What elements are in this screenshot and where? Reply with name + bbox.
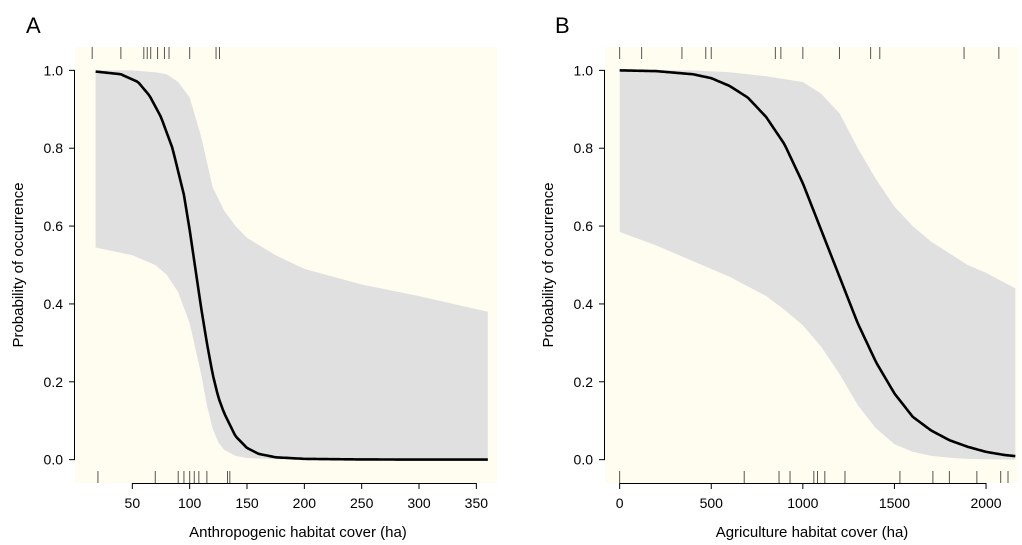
panel-b-y-tick-label: 0.4	[574, 296, 594, 312]
panel-a-y-tick-label: 0.8	[44, 140, 64, 156]
panel-b-probability-curve	[619, 69, 1016, 458]
panel-a-y-tick-label: 0.0	[44, 452, 64, 468]
panel-a-x-axis-label: Anthropogenic habitat cover (ha)	[189, 524, 407, 541]
panel-b-x-tick-label: 2000	[970, 495, 1001, 511]
panel-a-ci-band-area	[95, 70, 488, 460]
panel-a-x-tick-label: 100	[178, 495, 202, 511]
panel-a-x-tick-label: 250	[350, 495, 374, 511]
panel-b-ci-band-area	[619, 70, 1016, 460]
panel-b-y-tick-label: 0.8	[574, 140, 594, 156]
panel-a-x-tick-label: 300	[407, 495, 431, 511]
panel-a-x-tick-label: 350	[465, 495, 489, 511]
panel-b-y-tick-label: 0.0	[574, 452, 594, 468]
panel-b: B 0 500 1000 1500 2000 0.0 0.2 0.4 0.6 0.8 1.0 Agr…	[540, 13, 1019, 541]
panel-a-axes: 50 100 150 200 250 300 350 0.0 0.2 0.4 0.6 0.8 1.0	[44, 62, 489, 511]
panel-b-y-tick-label: 0.2	[574, 374, 594, 390]
panel-b-y-tick-label: 0.6	[574, 218, 594, 234]
panel-b-x-tick-label: 500	[700, 495, 724, 511]
panel-b-y-tick-label: 1.0	[574, 62, 594, 78]
panel-a-x-tick-label: 200	[293, 495, 317, 511]
panel-a-rug	[91, 47, 231, 483]
panel-b-letter: B	[555, 13, 570, 38]
panel-b-curve-group	[619, 69, 1016, 458]
panel-a-probability-curve	[95, 70, 488, 461]
panel-a-y-axis-label: Probability of occurrence	[10, 182, 27, 347]
panel-a-x-tick-label: 50	[125, 495, 141, 511]
panel-a-curve-group	[95, 70, 488, 461]
panel-b-x-axis-label: Agriculture habitat cover (ha)	[716, 524, 909, 541]
panel-a-y-tick-label: 0.2	[44, 374, 64, 390]
panel-b-x-tick-label: 1500	[879, 495, 910, 511]
panel-a-x-tick-label: 150	[235, 495, 259, 511]
panel-a-y-tick-label: 0.4	[44, 296, 64, 312]
panel-b-x-tick-label: 0	[616, 495, 624, 511]
panel-b-y-axis-label: Probability of occurrence	[540, 182, 557, 347]
panel-a-y-tick-label: 1.0	[44, 62, 64, 78]
panel-a-ci-band	[95, 70, 488, 460]
panel-b-axes: 0 500 1000 1500 2000 0.0 0.2 0.4 0.6 0.8 1.0	[574, 62, 1002, 511]
panel-b-x-tick-label: 1000	[787, 495, 818, 511]
panel-b-rug	[619, 47, 1009, 483]
panel-a-letter: A	[26, 13, 41, 38]
panel-a: A 50 100 150 200 250 300 350 0.0 0.2 0.4 0.6 0.8 1.0…	[10, 13, 497, 541]
panel-a-y-tick-label: 0.6	[44, 218, 64, 234]
panel-b-ci-band	[619, 70, 1016, 460]
